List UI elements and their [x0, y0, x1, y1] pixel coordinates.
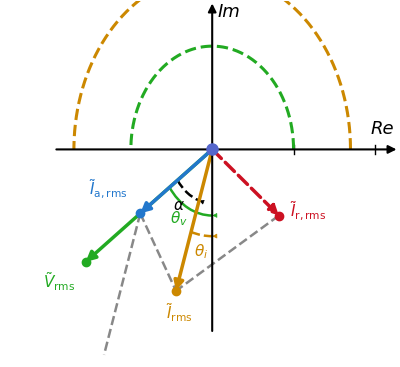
Text: $\tilde{I}_{\mathrm{a,rms}}$: $\tilde{I}_{\mathrm{a,rms}}$	[89, 178, 127, 201]
Text: Re: Re	[371, 120, 394, 138]
Text: Im: Im	[218, 3, 241, 21]
Text: $\tilde{I}_{\mathrm{rms}}$: $\tilde{I}_{\mathrm{rms}}$	[166, 301, 192, 324]
Text: $\tilde{V}_{\mathrm{rms}}$: $\tilde{V}_{\mathrm{rms}}$	[44, 270, 76, 293]
Text: $\tilde{I}_{\mathrm{r,rms}}$: $\tilde{I}_{\mathrm{r,rms}}$	[290, 200, 326, 223]
Text: $\theta_v$: $\theta_v$	[170, 210, 188, 228]
Text: $\theta_i$: $\theta_i$	[194, 242, 208, 261]
Text: $\alpha$: $\alpha$	[173, 199, 185, 213]
